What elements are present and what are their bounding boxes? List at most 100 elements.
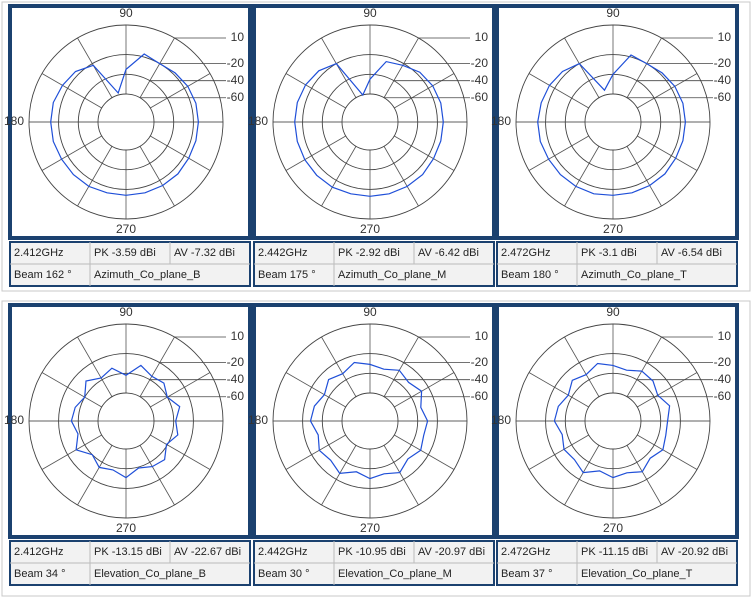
spoke [528,135,589,171]
r-tick-label: -60 [471,90,489,104]
spoke [637,434,698,470]
info-freq: 2.412GHz [14,546,64,558]
r-tick-label: -40 [227,372,245,386]
r-tick-label: -60 [227,90,245,104]
spoke [77,336,113,397]
spoke [528,73,589,109]
spoke [528,434,589,470]
angle-label: 270 [116,222,136,236]
info-av: AV -7.32 dBi [174,247,235,259]
spoke [321,146,357,207]
info-pk: PK -3.59 dBi [94,247,156,259]
info-freq: 2.412GHz [14,247,64,259]
r-tick-label: -60 [714,90,732,104]
spoke [383,336,419,397]
spoke [637,73,698,109]
spoke [150,434,211,470]
angle-label: 90 [606,305,620,319]
ring [515,24,711,220]
spoke [394,434,455,470]
angle-label: 180 [491,114,511,128]
spoke [637,135,698,171]
info-av: AV -20.97 dBi [418,546,485,558]
r-tick-label: -20 [714,56,732,70]
angle-label: 270 [360,222,380,236]
spoke [77,37,113,98]
info-name: Elevation_Co_plane_B [94,568,206,580]
spoke [626,445,662,506]
info-name: Azimuth_Co_plane_T [581,269,687,281]
info-beam: Beam 30 ° [258,568,309,580]
r-tick-label: -20 [227,355,245,369]
ring [341,392,399,450]
r-tick-label: -40 [471,372,489,386]
spoke [41,135,102,171]
info-freq: 2.442GHz [258,247,308,259]
info-beam: Beam 162 ° [14,269,72,281]
pattern-line [294,60,444,197]
spoke [139,336,175,397]
spoke [77,445,113,506]
pattern-line [537,54,687,196]
ring [272,24,468,220]
spoke [150,73,211,109]
angle-label: 180 [248,114,268,128]
info-beam: Beam 37 ° [501,568,552,580]
spoke [383,445,419,506]
info-name: Elevation_Co_plane_T [581,568,693,580]
angle-label: 180 [4,413,24,427]
r-tick-label: 10 [475,329,489,343]
info-name: Azimuth_Co_plane_B [94,269,200,281]
ring [302,353,438,489]
r-tick-label: -60 [471,389,489,403]
r-tick-label: -60 [227,389,245,403]
angle-label: 180 [248,413,268,427]
spoke [564,336,600,397]
spoke [383,146,419,207]
spoke [285,372,346,408]
info-freq: 2.442GHz [258,546,308,558]
spoke [626,37,662,98]
r-tick-label: -40 [471,73,489,87]
spoke [564,146,600,207]
spoke [637,372,698,408]
spoke [139,445,175,506]
r-tick-label: 10 [718,329,732,343]
angle-label: 180 [4,114,24,128]
spoke [626,336,662,397]
info-pk: PK -13.15 dBi [94,546,162,558]
spoke [139,37,175,98]
r-tick-label: -40 [714,73,732,87]
spoke [321,445,357,506]
info-av: AV -6.42 dBi [418,247,479,259]
spoke [150,372,211,408]
spoke [564,445,600,506]
r-tick-label: -20 [714,355,732,369]
angle-label: 90 [363,305,377,319]
spoke [321,37,357,98]
spoke [394,372,455,408]
spoke [285,434,346,470]
angle-label: 270 [603,222,623,236]
spoke [41,434,102,470]
info-freq: 2.472GHz [501,546,551,558]
info-beam: Beam 34 ° [14,568,65,580]
ring [584,93,642,151]
ring [77,372,175,470]
info-name: Elevation_Co_plane_M [338,568,452,580]
ring [341,93,399,151]
ring [28,323,224,519]
spoke [321,336,357,397]
angle-label: 90 [119,6,133,20]
ring [321,73,419,171]
pattern-line [70,364,181,479]
info-name: Azimuth_Co_plane_M [338,269,446,281]
ring [584,392,642,450]
info-pk: PK -11.15 dBi [581,546,648,558]
ring [97,93,155,151]
info-pk: PK -10.95 dBi [338,546,406,558]
ring [77,73,175,171]
r-tick-label: -40 [227,73,245,87]
pattern-line [553,362,671,479]
